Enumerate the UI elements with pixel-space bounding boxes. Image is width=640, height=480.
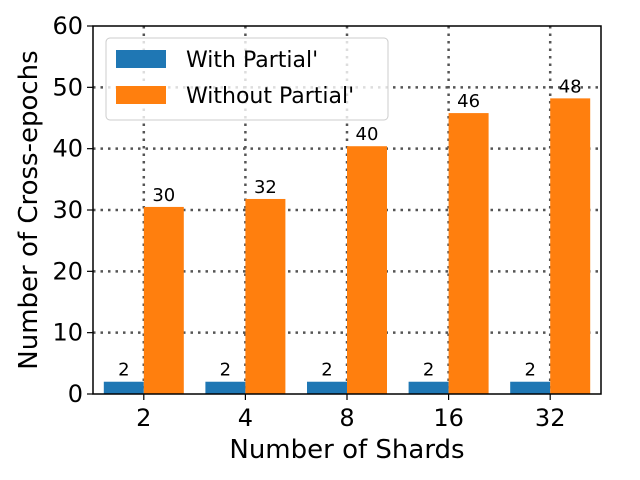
data-label-with-partial-32: 2 xyxy=(524,360,535,381)
legend: With Partial' Without Partial' xyxy=(105,37,389,121)
y-tick-label-50: 50 xyxy=(52,73,83,101)
legend-label-with-partial: With Partial' xyxy=(186,48,318,73)
bar-without-partial-16 xyxy=(448,113,489,395)
data-label-without-partial-2: 30 xyxy=(152,185,175,206)
legend-swatch-with-partial xyxy=(116,50,166,68)
bar-without-partial-4 xyxy=(245,198,286,394)
x-tick-label-4: 4 xyxy=(238,404,253,432)
data-label-with-partial-4: 2 xyxy=(220,360,231,381)
bar-with-partial-2 xyxy=(103,381,144,394)
legend-label-without-partial: Without Partial' xyxy=(186,84,354,109)
y-axis-label: Number of Cross-epochs xyxy=(14,50,44,369)
data-label-without-partial-16: 46 xyxy=(457,91,480,112)
x-tick-label-8: 8 xyxy=(339,404,354,432)
data-label-with-partial-2: 2 xyxy=(118,360,129,381)
bar-without-partial-8 xyxy=(347,146,387,394)
bars xyxy=(103,98,591,395)
data-label-without-partial-8: 40 xyxy=(356,124,379,145)
bar-without-partial-32 xyxy=(550,98,591,394)
x-tick-label-32: 32 xyxy=(535,404,566,432)
y-tick-label-60: 60 xyxy=(52,12,83,40)
data-label-with-partial-8: 2 xyxy=(321,360,332,381)
data-label-without-partial-4: 32 xyxy=(254,177,277,198)
bar-without-partial-2 xyxy=(143,206,184,394)
data-labels: 2 30 2 32 2 40 2 46 2 48 xyxy=(118,76,582,380)
y-tick-label-40: 40 xyxy=(52,135,83,163)
x-axis-label: Number of Shards xyxy=(229,435,464,465)
bar-with-partial-32 xyxy=(510,381,551,394)
y-tick-label-30: 30 xyxy=(52,196,83,224)
bar-with-partial-16 xyxy=(408,381,449,394)
data-label-with-partial-16: 2 xyxy=(423,360,434,381)
axis-ticks: 0 10 20 30 40 50 60 2 4 8 16 32 xyxy=(52,12,565,432)
bar-with-partial-8 xyxy=(307,381,347,394)
y-tick-label-0: 0 xyxy=(68,380,83,408)
y-tick-label-10: 10 xyxy=(52,319,83,347)
legend-swatch-without-partial xyxy=(116,86,166,104)
x-tick-label-16: 16 xyxy=(433,404,464,432)
legend-box xyxy=(105,37,389,121)
x-tick-label-2: 2 xyxy=(136,404,151,432)
data-label-without-partial-32: 48 xyxy=(559,76,582,97)
y-tick-label-20: 20 xyxy=(52,257,83,285)
bar-with-partial-4 xyxy=(205,381,246,394)
